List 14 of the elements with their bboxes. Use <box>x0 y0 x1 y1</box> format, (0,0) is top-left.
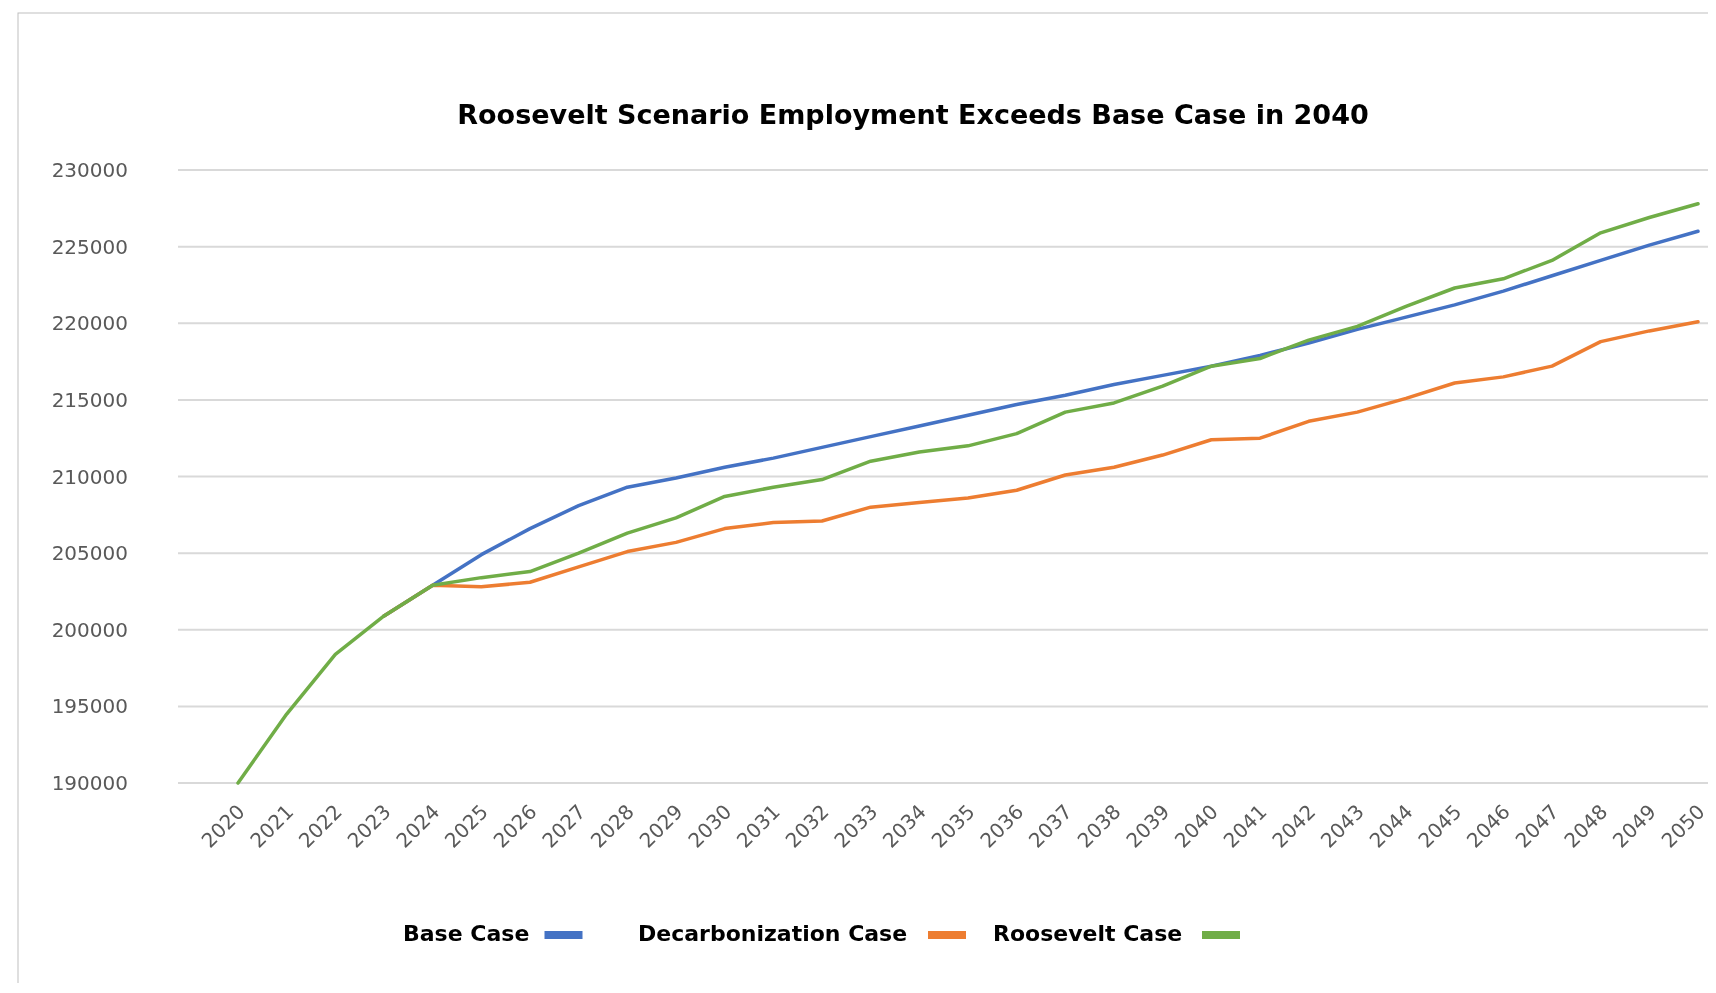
legend-label: Base Case <box>403 920 530 946</box>
line-series <box>236 201 1700 785</box>
y-tick-label: 225000 <box>51 234 128 259</box>
legend-label: Roosevelt Case <box>993 920 1183 946</box>
y-tick-label: 205000 <box>51 541 128 566</box>
legend-label: Decarbonization Case <box>638 920 908 946</box>
y-tick-label: 220000 <box>51 311 128 336</box>
y-tick-label: 200000 <box>51 617 128 642</box>
y-tick-label: 190000 <box>51 771 128 795</box>
y-tick-label: 210000 <box>51 464 128 489</box>
y-tick-label: 195000 <box>51 694 128 719</box>
chart-title: Roosevelt Scenario Employment Exceeds Base Case in 2040 <box>457 99 1369 130</box>
y-tick-label: 215000 <box>51 387 128 412</box>
y-tick-label: 230000 <box>51 158 128 182</box>
